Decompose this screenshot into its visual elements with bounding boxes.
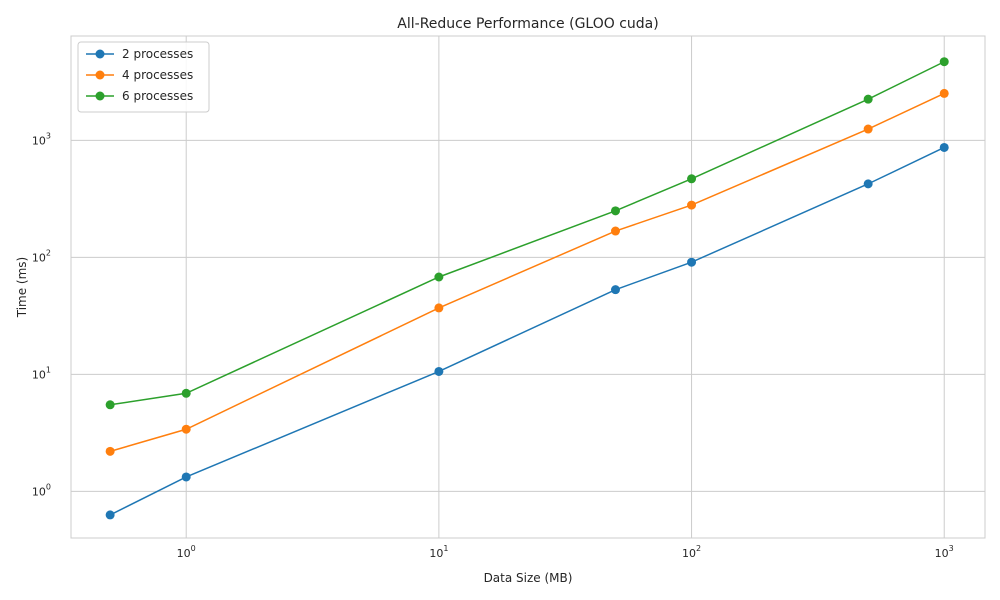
- chart-title: All-Reduce Performance (GLOO cuda): [397, 16, 658, 32]
- y-tick-exponent: 0: [46, 482, 51, 491]
- y-tick-base: 10: [32, 485, 46, 498]
- x-tick-label: 101: [429, 544, 448, 560]
- y-tick-base: 10: [32, 251, 46, 264]
- data-point: [181, 424, 191, 434]
- x-tick-base: 10: [682, 547, 696, 560]
- y-tick-label: 103: [32, 131, 51, 147]
- x-tick-label: 102: [682, 544, 701, 560]
- legend-item: 4 processes: [86, 68, 193, 82]
- legend-swatch-marker: [95, 91, 105, 101]
- data-point: [434, 366, 444, 376]
- data-point: [939, 142, 949, 152]
- x-tick-base: 10: [935, 547, 949, 560]
- plot-frame: [70, 35, 986, 539]
- legend-label: 2 processes: [122, 47, 193, 61]
- legend-item: 6 processes: [86, 89, 193, 103]
- series-3: [105, 57, 949, 410]
- data-point: [687, 257, 697, 267]
- series-1: [105, 142, 949, 520]
- y-tick-base: 10: [32, 368, 46, 381]
- legend-swatch-marker: [95, 49, 105, 59]
- plot-background: [71, 36, 985, 538]
- y-tick-exponent: 3: [46, 131, 51, 140]
- legend-label: 4 processes: [122, 68, 193, 82]
- legend-box: [77, 41, 210, 113]
- x-tick-label: 103: [935, 544, 954, 560]
- legend: 2 processes 4 processes 6 processes: [77, 41, 210, 113]
- data-point: [939, 88, 949, 98]
- x-tick-base: 10: [429, 547, 443, 560]
- data-point: [181, 472, 191, 482]
- y-tick-base: 10: [32, 134, 46, 147]
- y-tick-label: 102: [32, 248, 51, 264]
- legend-item: 2 processes: [86, 47, 193, 61]
- series-layer: [105, 57, 949, 520]
- data-point: [434, 303, 444, 313]
- data-point: [105, 446, 115, 456]
- data-point: [610, 226, 620, 236]
- data-point: [181, 388, 191, 398]
- data-point: [863, 94, 873, 104]
- y-axis-title: Time (ms): [15, 257, 29, 319]
- data-point: [863, 124, 873, 134]
- data-point: [939, 57, 949, 67]
- series-2: [105, 88, 949, 456]
- data-point: [687, 174, 697, 184]
- legend-label: 6 processes: [122, 89, 193, 103]
- data-point: [105, 400, 115, 410]
- data-point: [610, 206, 620, 216]
- y-tick-exponent: 1: [46, 365, 51, 374]
- y-tick-label: 100: [32, 482, 51, 498]
- y-tick-exponent: 2: [46, 248, 51, 257]
- data-point: [863, 179, 873, 189]
- x-tick-exponent: 0: [191, 544, 196, 553]
- legend-swatch-marker: [95, 70, 105, 80]
- y-tick-label: 101: [32, 365, 51, 381]
- x-tick-exponent: 3: [949, 544, 954, 553]
- data-point: [610, 285, 620, 295]
- x-tick-exponent: 2: [696, 544, 701, 553]
- x-tick-label: 100: [177, 544, 196, 560]
- data-point: [434, 272, 444, 282]
- data-point: [687, 200, 697, 210]
- grid: [71, 36, 985, 538]
- x-tick-base: 10: [177, 547, 191, 560]
- x-axis-title: Data Size (MB): [484, 571, 573, 585]
- data-point: [105, 510, 115, 520]
- x-tick-exponent: 1: [443, 544, 448, 553]
